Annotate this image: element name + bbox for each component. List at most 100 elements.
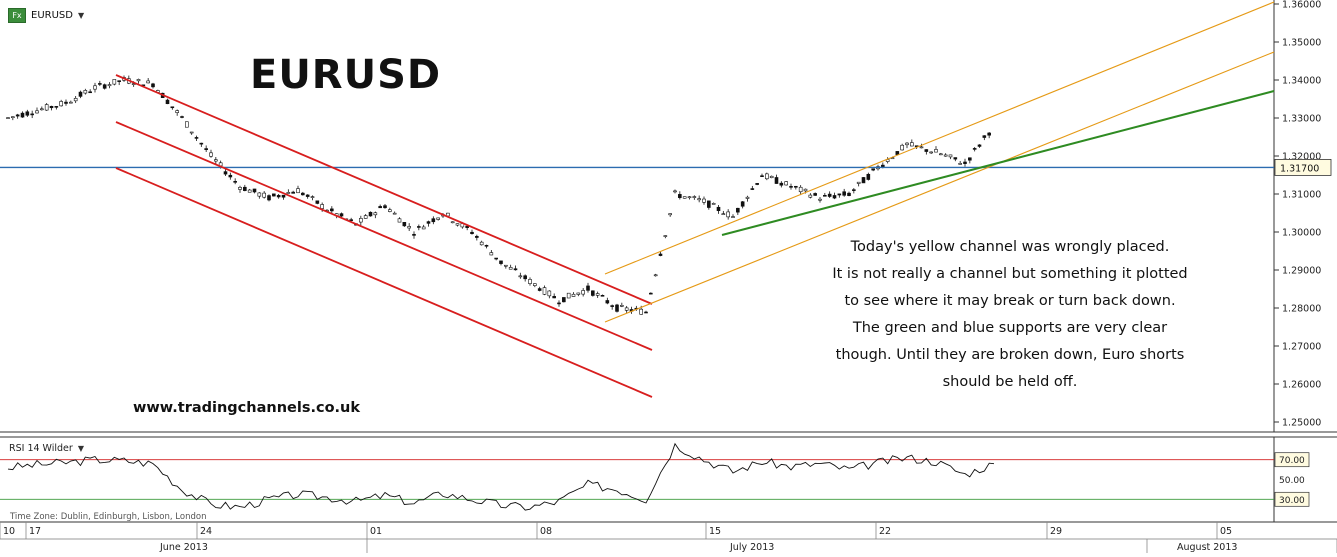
candle-body [755, 183, 759, 185]
candle-body [189, 131, 194, 134]
candle-body [165, 99, 170, 105]
candle-body [789, 186, 793, 188]
candle-body [112, 79, 117, 85]
candle-body [547, 290, 552, 297]
candle-body [286, 192, 291, 194]
month-label: August 2013 [1177, 542, 1237, 553]
candle-body [185, 121, 189, 128]
candle-body [88, 91, 92, 94]
candle-body [649, 292, 653, 295]
candle-body [276, 195, 281, 198]
candle-body [20, 112, 25, 118]
candle-body [518, 275, 523, 278]
rsi-lower-label: 30.00 [1279, 496, 1305, 506]
candle-body [823, 195, 827, 197]
candle-body [223, 171, 228, 175]
rsi-label: RSI 14 Wilder [9, 443, 73, 454]
candle-body [557, 302, 561, 305]
candle-body [813, 193, 817, 196]
candle-body [726, 211, 730, 218]
candle-body [455, 223, 460, 226]
candle-body [687, 196, 692, 199]
candle-body [504, 264, 508, 267]
candle-body [252, 188, 257, 193]
price-tick-label: 1.35000 [1282, 38, 1321, 49]
price-tick-label: 1.26000 [1282, 380, 1321, 391]
candle-body [151, 83, 155, 88]
triangle-down-icon[interactable]: ▼ [77, 11, 85, 20]
candle-body [475, 235, 479, 238]
candle-body [702, 198, 706, 203]
candle-body [847, 192, 851, 196]
month-label: July 2013 [729, 542, 774, 553]
candle-body [479, 241, 484, 246]
candle-body [963, 161, 967, 164]
candle-body [40, 108, 44, 111]
candle-body [900, 144, 904, 151]
candle-body [784, 181, 788, 186]
candle-body [605, 300, 610, 304]
candle-body [508, 267, 513, 270]
comment-line: Today's yellow channel was wrongly place… [850, 239, 1170, 255]
candle-body [11, 116, 15, 118]
candle-body [586, 285, 590, 291]
candle-body [682, 196, 687, 199]
candle-body [663, 235, 668, 237]
candle-body [247, 189, 252, 193]
candle-body [499, 260, 503, 264]
candle-body [852, 189, 856, 191]
candle-body [194, 137, 199, 139]
candle-body [494, 257, 498, 260]
candle-body [731, 216, 735, 218]
candle-body [794, 185, 798, 188]
green-support-line [721, 90, 1275, 236]
candle-body [412, 233, 416, 236]
candle-body [107, 84, 112, 87]
symbol-header[interactable]: Fx EURUSD ▼ [8, 8, 84, 23]
candle-body [697, 198, 701, 201]
time-axis: 10 17 24 01 08 15 22 29 05 June 2013 July 2013 Augu… [0, 522, 1337, 553]
candle-body [117, 80, 121, 82]
candle-body [339, 213, 344, 217]
candle-body [924, 149, 929, 152]
candle-body [644, 311, 648, 314]
trend-channels [0, 1, 1275, 398]
candle-body [78, 91, 83, 97]
candle-body [146, 80, 150, 84]
candle-body [953, 157, 958, 160]
candle-body [301, 192, 305, 196]
rsi-line [7, 442, 995, 511]
day-tick-label: 22 [879, 526, 891, 537]
triangle-down-icon[interactable]: ▼ [77, 444, 84, 453]
candle-body [83, 90, 88, 94]
candle-body [49, 105, 54, 109]
candle-body [330, 208, 334, 212]
candle-body [620, 305, 624, 307]
price-axis: 1.36000 1.35000 1.34000 1.33000 1.32000 1.310… [1274, 0, 1332, 429]
candle-body [73, 98, 78, 102]
candle-body [35, 110, 39, 114]
comment-line: It is not really a channel but something… [832, 266, 1188, 282]
candle-body [750, 188, 755, 190]
candle-body [320, 204, 324, 209]
candle-body [639, 308, 643, 315]
rsi-upper-label-box [1274, 452, 1310, 468]
day-tick-label: 17 [29, 526, 41, 537]
candle-body [591, 290, 595, 296]
candle-body [745, 196, 750, 199]
candle-body [905, 142, 909, 146]
rsi-header[interactable]: RSI 14 Wilder ▼ [9, 443, 84, 454]
candle-body [798, 186, 803, 193]
candle-body [296, 188, 300, 194]
rsi-lower-label-box [1274, 491, 1310, 507]
candle-body [257, 192, 262, 197]
candle-body [832, 195, 837, 199]
candle-body [373, 212, 378, 216]
candle-body [233, 181, 237, 183]
candle-body [566, 292, 571, 299]
candle-body [808, 194, 813, 198]
candle-body [465, 225, 469, 228]
candle-body [15, 114, 20, 117]
candle-body [349, 219, 353, 221]
